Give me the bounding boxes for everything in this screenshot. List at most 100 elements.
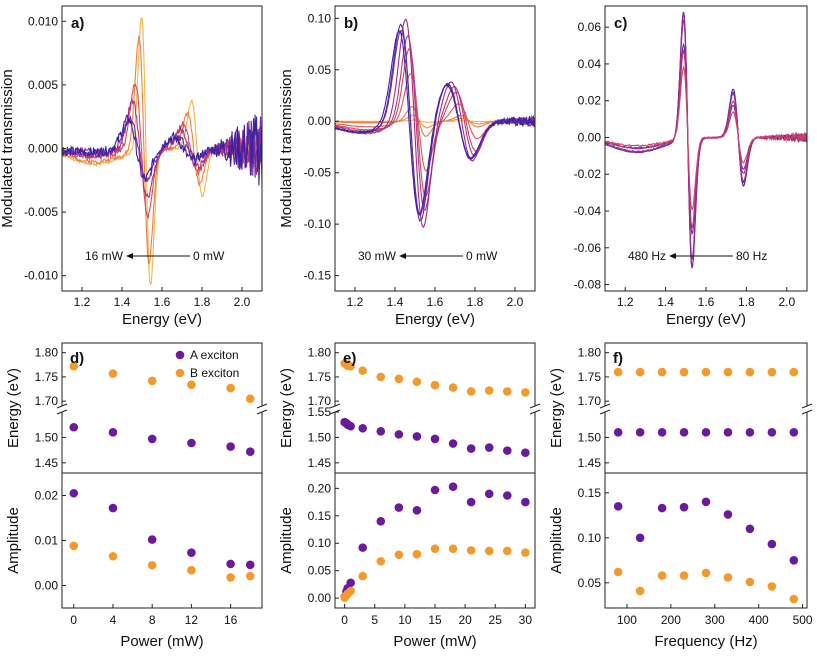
a-exciton-amplitude-point	[108, 503, 118, 513]
x-tick-label: 1.2	[347, 295, 364, 309]
x-tick-label: 4	[110, 613, 117, 627]
a-exciton-amplitude-point	[723, 510, 733, 519]
a-exciton-energy-point	[147, 434, 157, 444]
axis-break-mark	[256, 403, 268, 409]
panel-label: a)	[71, 15, 84, 32]
legend-b-label: B exciton	[190, 366, 239, 380]
x-tick-label: 1.6	[154, 295, 171, 309]
a-exciton-amplitude-point	[701, 497, 711, 507]
y-tick-label: -0.08	[574, 278, 602, 292]
annotation-end: 80 Hz	[736, 249, 767, 263]
panel-f: 1.45 1.50 1.70 1.75 1.80 0.05 0.10 0.15 100 200 30…	[548, 342, 813, 650]
y-tick-label: -0.10	[304, 217, 332, 231]
spectrum-line	[61, 114, 263, 186]
b-exciton-energy-point	[187, 380, 196, 389]
amplitude-tick-label: 0.10	[308, 536, 332, 550]
energy-tick-label: 1.55	[308, 405, 332, 419]
b-exciton-energy-point	[69, 361, 79, 371]
b-exciton-energy-point	[245, 394, 255, 404]
a-exciton-energy-point	[789, 428, 799, 437]
b-exciton-amplitude-point	[635, 586, 645, 596]
energy-tick-label: 1.45	[308, 456, 332, 470]
a-exciton-amplitude-point	[412, 506, 422, 515]
panel-label: e)	[343, 350, 356, 367]
y-tick-label: 0.10	[308, 11, 332, 25]
a-exciton-amplitude-point	[430, 485, 440, 495]
x-tick-label: 400	[749, 613, 769, 627]
b-exciton-energy-point	[394, 374, 404, 384]
y-axis-label: Modulated transmission	[278, 69, 295, 227]
y-tick-label: 0.04	[578, 57, 602, 71]
b-exciton-amplitude-point	[346, 586, 355, 596]
b-exciton-energy-point	[108, 369, 118, 378]
a-exciton-energy-point	[466, 444, 476, 453]
b-exciton-amplitude-point	[701, 568, 711, 578]
a-exciton-energy-point	[376, 427, 386, 436]
energy-axis-label: Energy (eV)	[278, 368, 295, 448]
axis-break-mark	[599, 409, 611, 415]
x-tick-label: 30	[519, 613, 533, 627]
amplitude-axis-label: Amplitude	[278, 507, 295, 574]
top-row-spectra: 1.2 1.4 1.6 1.8 2.0 -0.010 -0.005 0.000 0.005 0.0…	[0, 5, 808, 328]
axis-break-gap	[600, 406, 610, 412]
a-exciton-energy-point	[613, 428, 623, 437]
y-tick-label: -0.010	[24, 269, 58, 283]
b-exciton-amplitude-point	[430, 544, 440, 554]
b-exciton-energy-point	[448, 383, 458, 392]
y-tick-label: -0.04	[574, 204, 602, 218]
panel-b: 1.2 1.4 1.6 1.8 2.0 -0.15 -0.10 -0.05 0.00 0.05 0.…	[278, 5, 536, 328]
y-tick-label: -0.05	[304, 166, 332, 180]
energy-frame	[61, 342, 263, 474]
panel-e: 1.45 1.50 1.551.70 1.75 1.80 0.00 0.05 0.10 0.15…	[278, 342, 541, 650]
a-exciton-amplitude-point	[147, 535, 157, 544]
b-exciton-energy-point	[723, 367, 733, 377]
b-exciton-energy-point	[226, 383, 235, 393]
b-exciton-energy-point	[346, 361, 355, 371]
y-tick-label: -0.005	[24, 205, 58, 219]
y-tick-label: 0.00	[308, 114, 332, 128]
b-exciton-amplitude-point	[448, 544, 458, 554]
b-exciton-energy-point	[412, 377, 422, 387]
axis-break-mark	[56, 403, 68, 409]
a-exciton-amplitude-point	[226, 559, 235, 569]
x-tick-label: 1.8	[467, 295, 484, 309]
a-exciton-amplitude-point	[466, 497, 476, 507]
b-exciton-energy-point	[657, 367, 667, 377]
x-tick-label: 1.4	[657, 295, 674, 309]
b-exciton-amplitude-point	[521, 548, 530, 557]
b-exciton-energy-point	[466, 387, 476, 396]
amplitude-tick-label: 0.00	[35, 579, 59, 593]
annotation-start: 30 mW	[358, 249, 397, 263]
amplitude-axis-label: Amplitude	[548, 507, 565, 574]
b-exciton-amplitude-point	[466, 546, 476, 555]
amplitude-tick-label: 0.01	[35, 534, 59, 548]
a-exciton-energy-point	[635, 428, 645, 437]
a-exciton-energy-point	[521, 448, 530, 457]
legend-b-marker	[175, 368, 185, 378]
a-exciton-energy-point	[187, 438, 196, 448]
arrow-head	[399, 253, 406, 259]
amplitude-tick-label: 0.10	[578, 531, 602, 545]
axis-break-gap	[802, 406, 812, 412]
a-exciton-amplitude-point	[679, 502, 689, 512]
b-exciton-amplitude-point	[679, 571, 689, 580]
a-exciton-energy-point	[448, 439, 458, 448]
axis-break-gap	[257, 406, 267, 412]
x-tick-label: 12	[185, 613, 199, 627]
panel-label: d)	[70, 350, 84, 367]
b-exciton-amplitude-point	[245, 571, 255, 581]
x-axis-label: Energy (eV)	[666, 311, 746, 328]
b-exciton-amplitude-point	[723, 573, 733, 582]
amplitude-frame	[61, 472, 263, 609]
x-axis-label: Power (mW)	[393, 633, 476, 650]
panel-a: 1.2 1.4 1.6 1.8 2.0 -0.010 -0.005 0.000 0.005 0.0…	[0, 5, 263, 328]
energy-tick-label: 1.75	[578, 370, 602, 384]
a-exciton-amplitude-point	[245, 560, 255, 570]
panel-d: 1.45 1.50 1.70 1.75 1.80 0.00 0.01 0.02 0 4 8 12 16 E…	[5, 342, 268, 650]
axis-break-mark	[56, 409, 68, 415]
a-exciton-energy-point	[767, 428, 777, 437]
amplitude-frame	[604, 472, 808, 609]
x-tick-label: 1.6	[427, 295, 444, 309]
energy-tick-label: 1.75	[308, 370, 332, 384]
b-exciton-energy-point	[701, 367, 711, 377]
